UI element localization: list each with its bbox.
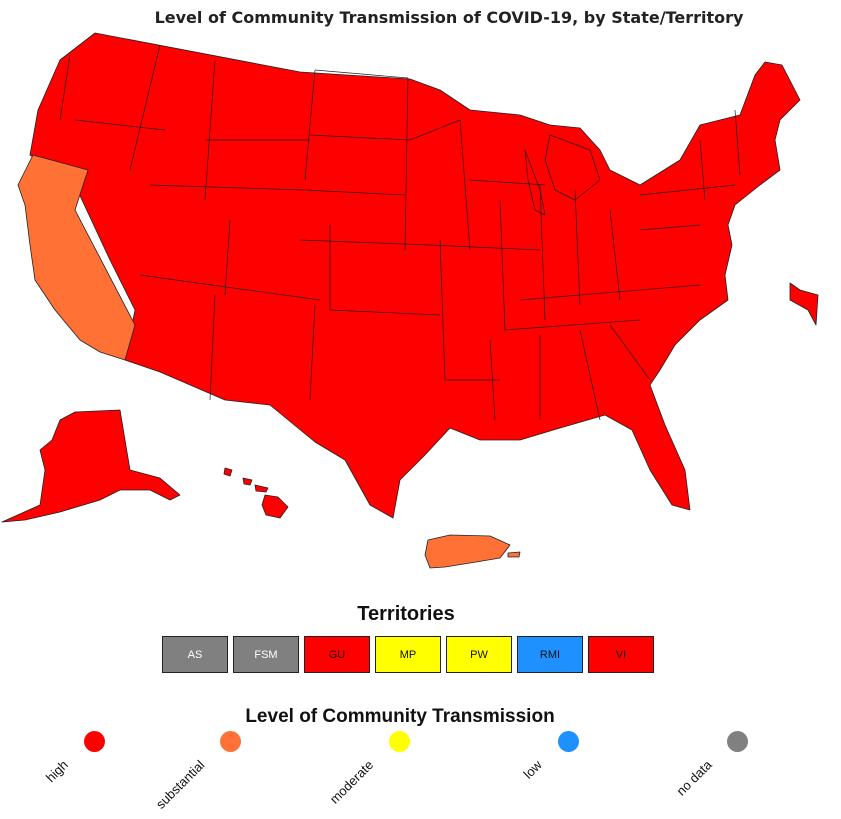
legend-dot-no-data xyxy=(727,731,748,752)
territories-title: Territories xyxy=(357,603,455,625)
map-region-delaware[interactable] xyxy=(789,282,819,326)
territory-box-as[interactable]: AS xyxy=(162,636,228,673)
legend-label-substantial: substantial xyxy=(152,757,208,812)
territory-box-vi[interactable]: VI xyxy=(588,636,654,673)
territories-legend: AS FSM GU MP PW RMI VI xyxy=(162,636,654,673)
map-region-hawaii[interactable] xyxy=(223,467,289,519)
us-map xyxy=(1,32,819,569)
legend-label-moderate: moderate xyxy=(326,757,377,807)
state-borders xyxy=(59,44,741,421)
legend-label-low: low xyxy=(520,757,546,782)
territory-label-gu: GU xyxy=(328,648,346,661)
legend-dot-high xyxy=(84,731,105,752)
legend-dot-moderate xyxy=(389,731,410,752)
territory-box-mp[interactable]: MP xyxy=(375,636,441,673)
territory-label-rmi: RMI xyxy=(539,648,561,661)
legend-label-no-data: no data xyxy=(673,757,715,799)
map-region-contiguous-us[interactable] xyxy=(29,32,801,519)
territory-box-fsm[interactable]: FSM xyxy=(233,636,299,673)
map-title: Level of Community Transmission of COVID… xyxy=(154,8,744,27)
map-region-puerto-rico[interactable] xyxy=(424,534,521,569)
legend-label-high: high xyxy=(43,757,72,786)
territory-label-fsm: FSM xyxy=(254,648,278,661)
legend-title: Level of Community Transmission xyxy=(245,706,555,727)
legend-dot-low xyxy=(558,731,579,752)
territory-label-pw: PW xyxy=(470,648,488,661)
map-region-alaska[interactable] xyxy=(1,409,181,523)
legend-dot-substantial xyxy=(220,731,241,752)
territory-box-gu[interactable]: GU xyxy=(304,636,370,673)
territory-label-vi: VI xyxy=(615,648,627,661)
territory-label-mp: MP xyxy=(399,648,417,661)
map-region-california[interactable] xyxy=(17,154,136,361)
territory-box-pw[interactable]: PW xyxy=(446,636,512,673)
territory-label-as: AS xyxy=(187,648,203,661)
territory-box-rmi[interactable]: RMI xyxy=(517,636,583,673)
